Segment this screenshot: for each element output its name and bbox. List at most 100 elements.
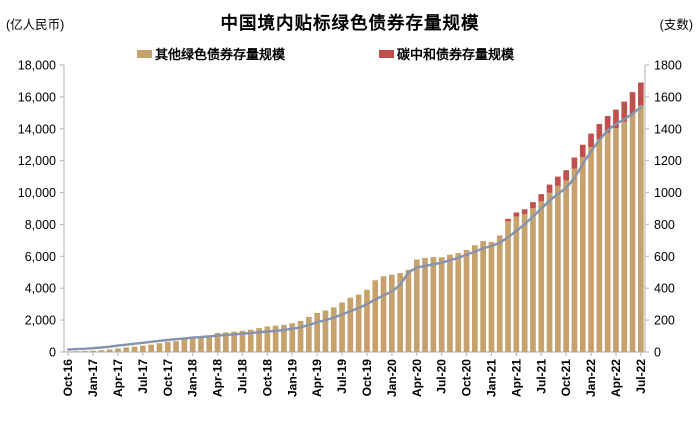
bar-other [322,310,329,352]
bar-other [140,345,146,352]
legend-item-other-green-bonds: 其他绿色债券存量规模 [137,44,285,63]
bar-carbon [555,176,561,186]
svg-text:8,000: 8,000 [25,218,56,232]
bar-other [430,257,437,352]
chart-title: 中国境内贴标绿色债券存量规模 [220,13,480,33]
bar-other [223,332,229,352]
bar-other [73,351,80,352]
bond-count-line [66,106,643,351]
bar-other [148,344,154,352]
svg-text:1600: 1600 [654,90,682,104]
svg-text:Jul-20: Jul-20 [435,359,449,394]
bar-other [81,351,88,352]
bar-other [413,259,420,352]
bar-other [189,337,196,352]
bar-other [164,341,171,352]
bar-other [297,320,304,352]
bar-other [513,216,520,352]
svg-text:2,000: 2,000 [25,314,56,328]
bar-other [472,245,478,352]
bar-other [239,330,246,352]
svg-text:12,000: 12,000 [18,154,56,168]
svg-text:Oct-16: Oct-16 [61,359,75,397]
y-axis-left-labels: 0 2,000 4,000 6,000 8,000 10,000 12,000 14,000 1… [18,59,56,360]
bar-other [264,326,271,352]
svg-text:Jan-18: Jan-18 [186,359,200,397]
bar-other [306,316,312,352]
bar-other [198,336,204,352]
svg-text:16,000: 16,000 [18,90,56,104]
svg-text:Oct-18: Oct-18 [260,359,274,397]
svg-text:0: 0 [654,346,661,360]
bar-other [272,325,279,352]
bar-other [555,185,561,352]
bar-carbon [579,144,586,158]
svg-text:800: 800 [654,218,675,232]
svg-text:Jan-20: Jan-20 [385,359,399,397]
svg-text:Jan-19: Jan-19 [285,359,299,397]
svg-text:10,000: 10,000 [18,186,56,200]
svg-text:Jul-22: Jul-22 [634,359,648,394]
bar-other [579,157,586,352]
bar-other [571,168,578,352]
bar-other [629,113,636,352]
bar-other [372,280,379,352]
bar-carbon [588,133,594,148]
svg-text:Jan-17: Jan-17 [86,359,100,397]
bar-other [289,323,296,352]
bar-other [156,343,163,352]
bar-other [521,214,528,352]
bar-other [330,307,337,352]
svg-text:4,000: 4,000 [25,282,56,296]
bar-carbon [629,92,636,114]
svg-text:Jul-17: Jul-17 [136,359,150,394]
bar-other [364,289,370,352]
left-axis-unit: (亿人民币) [6,18,65,32]
svg-text:Oct-17: Oct-17 [161,359,175,397]
legend-label-carbon: 碳中和债券存量规模 [397,47,515,62]
svg-text:Apr-20: Apr-20 [410,359,424,397]
bar-other [496,236,503,352]
svg-text:Apr-21: Apr-21 [509,359,523,397]
bar-other [422,257,428,352]
svg-text:1000: 1000 [654,186,682,200]
stacked-bars-layer [65,82,644,353]
bar-other [314,312,320,352]
bar-other [389,274,395,352]
bar-carbon [621,101,628,122]
bar-other [281,324,287,352]
x-axis-labels: Oct-16 Jan-17 Apr-17 Jul-17 Oct-17 Jan-18 Apr-… [61,359,648,397]
svg-text:Jan-21: Jan-21 [484,359,498,397]
svg-text:Oct-19: Oct-19 [360,359,374,397]
legend-item-carbon-neutral-bonds: 碳中和债券存量规模 [379,44,514,63]
bar-other [480,241,486,352]
svg-text:18,000: 18,000 [18,59,56,73]
svg-text:200: 200 [654,314,675,328]
bar-other [247,329,254,352]
bar-carbon [505,218,511,222]
svg-text:400: 400 [654,282,675,296]
bar-other [90,350,96,352]
bar-other [214,332,221,352]
bar-other [380,276,387,352]
bar-other [563,180,569,352]
bar-other [596,139,603,352]
bar-other [98,350,105,352]
bar-other [115,348,121,352]
bar-other [256,328,262,352]
bar-carbon [596,123,603,140]
bar-other [604,132,611,352]
bar-other [530,208,536,352]
svg-text:6,000: 6,000 [25,250,56,264]
svg-text:Oct-21: Oct-21 [559,359,573,397]
bar-other [447,254,453,352]
bar-other [538,201,545,352]
bar-other [463,249,470,352]
bar-carbon [638,82,644,106]
bar-other [588,147,594,352]
svg-text:Jan-22: Jan-22 [584,359,598,397]
bar-carbon [521,209,528,215]
bar-carbon [546,184,553,193]
